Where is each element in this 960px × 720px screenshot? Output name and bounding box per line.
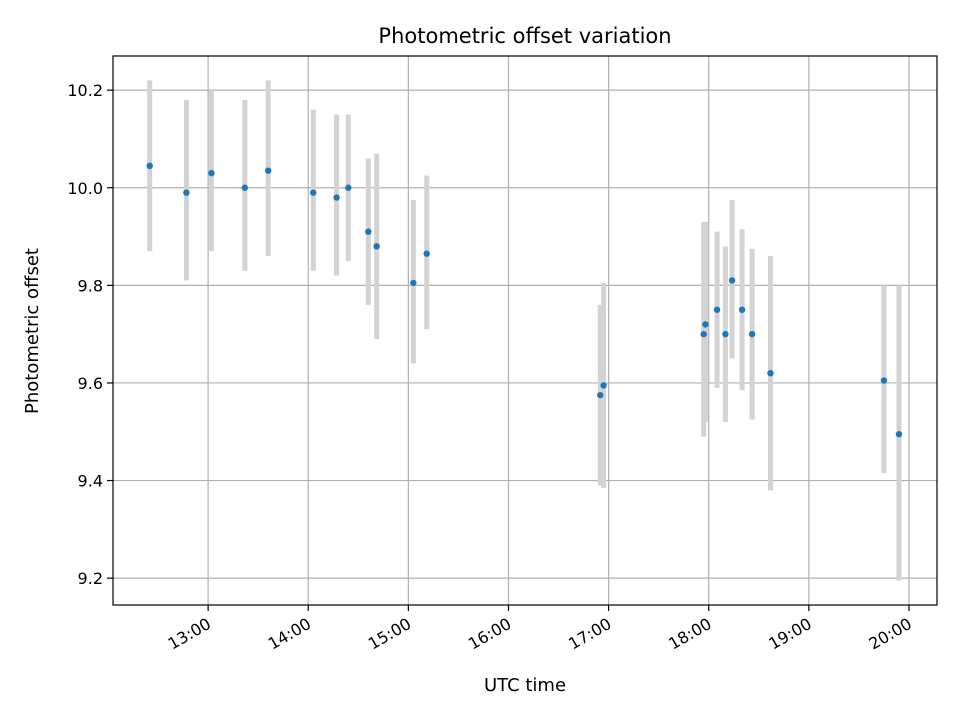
y-tick-label: 10.2 (67, 81, 103, 100)
data-points (146, 162, 903, 438)
data-point (713, 306, 721, 313)
y-tick-label: 9.6 (78, 374, 103, 393)
data-point (365, 228, 372, 235)
y-axis-ticks: 9.2 9.4 9.6 9.8 10.0 10.2 (67, 81, 113, 588)
y-tick-label: 9.2 (78, 569, 103, 588)
data-point (310, 189, 317, 196)
data-point (208, 169, 215, 177)
data-point (333, 194, 340, 201)
y-tick-label: 10.0 (67, 179, 103, 198)
data-point (597, 391, 604, 399)
data-point (738, 306, 746, 313)
data-point (722, 330, 729, 338)
plot-area-frame (112, 55, 938, 606)
data-point (423, 250, 430, 257)
y-axis-label: Photometric offset (22, 248, 43, 414)
y-tick-label: 9.8 (78, 276, 103, 295)
data-point (264, 167, 272, 174)
data-point (373, 243, 380, 250)
data-point (895, 431, 903, 438)
grid (113, 56, 937, 605)
data-point (410, 279, 417, 287)
data-point (600, 382, 607, 389)
y-tick-label: 9.4 (78, 472, 103, 491)
data-point (146, 162, 153, 169)
data-point (702, 321, 709, 328)
data-point (241, 184, 249, 191)
data-point (748, 330, 756, 338)
data-point (728, 277, 736, 284)
data-point (880, 377, 888, 384)
x-axis-label: UTC time (484, 675, 566, 696)
chart-title: Photometric offset variation (378, 24, 671, 48)
data-point (767, 370, 774, 377)
data-point (183, 189, 190, 196)
data-point (700, 330, 707, 338)
data-point (345, 184, 352, 191)
